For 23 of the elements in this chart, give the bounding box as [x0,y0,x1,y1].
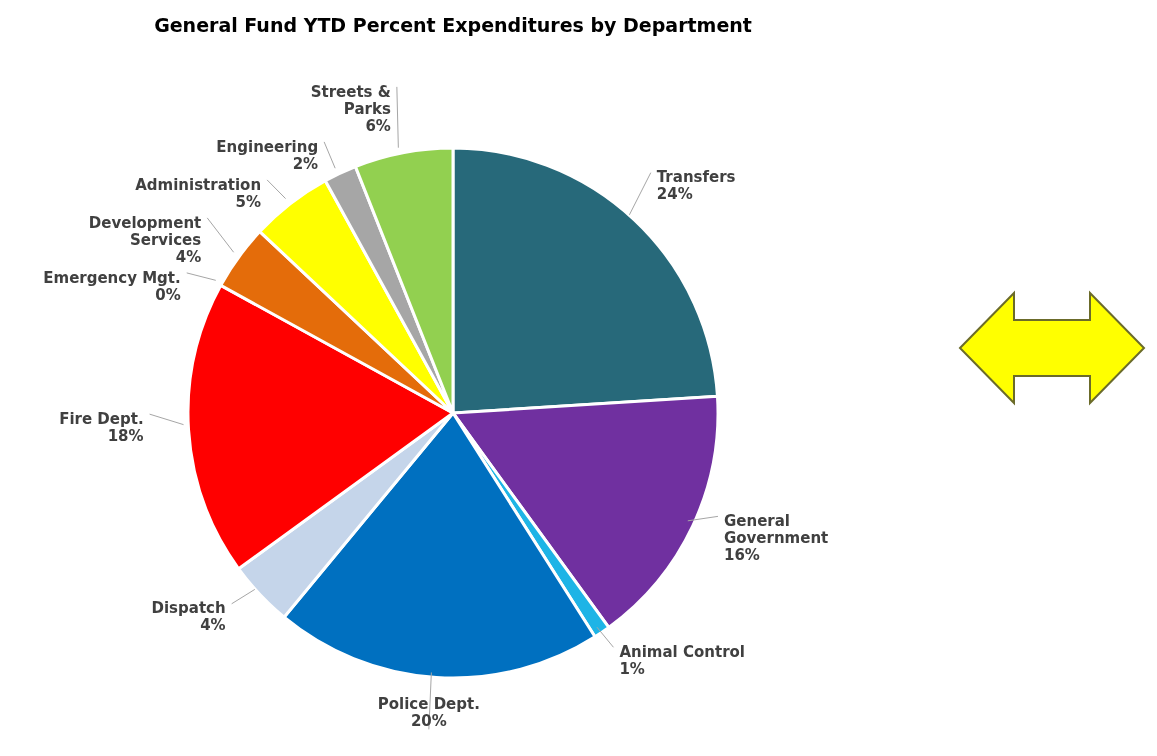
slice-label: Engineering [216,137,319,156]
data-label: 4% [200,616,226,635]
slice-label: Fire Dept. [59,409,144,428]
data-label: 1% [619,659,645,678]
slice-label: Transfers [656,168,736,187]
data-label: 4% [175,247,202,266]
slice-label: Development Services [88,213,202,249]
data-label: 2% [292,154,319,173]
data-label: 5% [235,192,262,211]
data-label: 24% [656,185,693,204]
slice-label: General Government [723,511,829,547]
slice-label: Streets & Parks [310,82,391,118]
data-label: 18% [107,426,144,445]
slice-label: Dispatch [151,599,226,618]
slice-label: Police Dept. [377,695,480,713]
text: 0% [155,285,181,304]
slice-label: Animal Control [619,642,745,661]
data-label: 6% [365,116,391,135]
chart-title: General Fund YTD Percent Expenditures by Department [153,14,753,36]
data-label: 16% [723,545,760,564]
category-label: Emergency Mgt. [43,268,181,287]
slice-label: Administration [135,175,262,194]
data-label: 20% [410,712,447,730]
